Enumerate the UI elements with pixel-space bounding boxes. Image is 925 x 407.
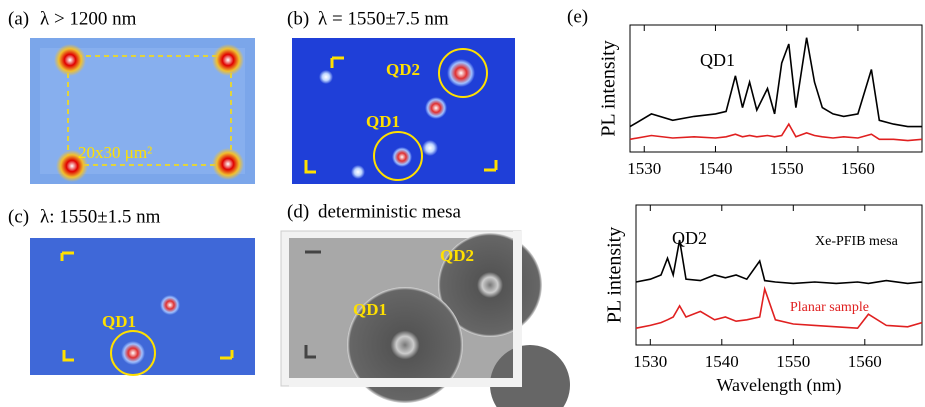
map-a	[30, 38, 255, 184]
y-axis-label: PL intensity	[598, 40, 620, 136]
annotation: QD1	[353, 300, 387, 319]
x-tick-label: 1560	[848, 352, 882, 371]
x-tick-label: 1540	[705, 352, 739, 371]
x-tick-label: 1530	[627, 159, 661, 178]
map-c	[30, 238, 255, 375]
panel-label: (b)	[287, 8, 309, 29]
y-axis-label: PL intensity	[604, 227, 626, 323]
panel-title: deterministic mesa	[318, 201, 462, 222]
sem-image	[281, 231, 570, 407]
plot-frame	[636, 205, 922, 345]
panel-label: (e)	[567, 6, 588, 27]
panel-title: λ > 1200 nm	[40, 8, 137, 29]
x-tick-label: 1540	[698, 159, 732, 178]
x-tick-label: 1550	[776, 352, 810, 371]
panel-title: λ = 1550±7.5 nm	[318, 8, 449, 29]
x-tick-label: 1550	[770, 159, 804, 178]
annotation: QD2	[386, 60, 420, 79]
annotation: QD2	[672, 228, 707, 248]
x-tick-label: 1530	[633, 352, 667, 371]
x-tick-label: 1560	[841, 159, 875, 178]
annotation: 20x30 μm²	[78, 143, 152, 162]
panel-label: (c)	[8, 206, 29, 227]
panel-title: λ: 1550±1.5 nm	[40, 206, 161, 227]
panel-label: (a)	[8, 8, 29, 29]
plot-frame	[630, 25, 922, 152]
panel-label: (d)	[287, 201, 309, 222]
annotation: QD1	[700, 50, 735, 70]
x-axis-label: Wavelength (nm)	[716, 375, 841, 396]
series-label: Planar sample	[790, 300, 869, 315]
series-label: Xe-PFIB mesa	[815, 234, 899, 249]
annotation: QD1	[366, 112, 400, 131]
annotation: QD2	[440, 246, 474, 265]
spectrum-line	[630, 124, 922, 141]
spectrum-line	[636, 289, 922, 328]
spectrum-line	[630, 38, 922, 127]
figure: (a) λ > 1200 nm 20x30 μm² (b) λ = 1550±7…	[0, 0, 925, 407]
annotation: QD1	[102, 312, 136, 331]
